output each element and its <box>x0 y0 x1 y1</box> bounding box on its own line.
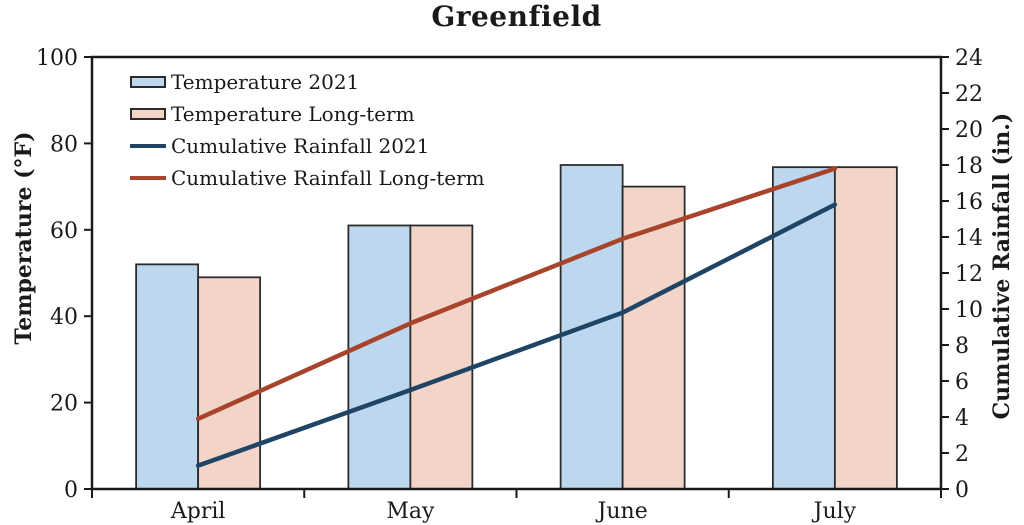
right-axis-tick-label: 12 <box>955 262 983 287</box>
legend-item-temperature-longterm: Temperature Long-term <box>130 98 485 130</box>
legend-label: Cumulative Rainfall 2021 <box>171 134 430 158</box>
right-axis-tick-label: 6 <box>955 370 969 395</box>
x-axis-label-july: July <box>812 499 857 524</box>
legend-item-temperature-2021: Temperature 2021 <box>130 66 485 98</box>
x-axis-label-june: June <box>596 499 648 524</box>
bar-temperature-long-term-july <box>833 166 898 490</box>
right-axis-tick-label: 4 <box>955 406 969 431</box>
chart-title: Greenfield <box>431 0 602 33</box>
left-axis-tick-label: 100 <box>36 46 78 71</box>
bar-temperature-2021-june <box>559 164 624 490</box>
legend-item-rainfall-2021: Cumulative Rainfall 2021 <box>130 130 485 162</box>
legend: Temperature 2021 Temperature Long-term C… <box>130 66 485 194</box>
right-axis-tick-label: 8 <box>955 334 969 359</box>
x-axis-label-may: May <box>386 499 435 524</box>
left-axis-tick-label: 60 <box>50 219 78 244</box>
legend-swatch-temperature-2021 <box>130 76 166 88</box>
legend-label: Temperature 2021 <box>171 70 360 94</box>
bar-temperature-2021-april <box>135 263 200 490</box>
right-axis-tick-label: 20 <box>955 118 983 143</box>
bar-temperature-long-term-june <box>621 185 686 490</box>
bar-temperature-long-term-april <box>197 276 262 490</box>
right-axis-title: Cumulative Rainfall (in.) <box>989 112 1015 420</box>
bar-temperature-2021-may <box>347 224 412 490</box>
right-axis-tick-label: 0 <box>955 478 969 503</box>
right-axis-tick-label: 14 <box>955 226 983 251</box>
line-cumulative-rainfall-2021 <box>195 202 838 468</box>
left-axis-tick-label: 20 <box>50 392 78 417</box>
left-axis-tick-label: 80 <box>50 132 78 157</box>
line-cumulative-rainfall-long-term <box>195 166 838 422</box>
left-axis-tick-label: 0 <box>64 478 78 503</box>
right-axis-tick-label: 2 <box>955 442 969 467</box>
legend-item-rainfall-longterm: Cumulative Rainfall Long-term <box>130 162 485 194</box>
legend-label: Cumulative Rainfall Long-term <box>171 166 485 190</box>
legend-swatch-temperature-longterm <box>130 108 166 120</box>
left-axis-title: Temperature (°F) <box>11 131 37 345</box>
legend-label: Temperature Long-term <box>171 102 415 126</box>
right-axis-tick-label: 24 <box>955 46 983 71</box>
x-axis-label-april: April <box>170 499 226 524</box>
right-axis-tick-label: 16 <box>955 190 983 215</box>
right-axis-tick-label: 10 <box>955 298 983 323</box>
legend-swatch-rainfall-longterm <box>130 175 166 181</box>
legend-swatch-rainfall-2021 <box>130 143 166 149</box>
left-axis-tick-label: 40 <box>50 305 78 330</box>
bar-temperature-long-term-may <box>409 224 474 490</box>
bar-temperature-2021-july <box>771 166 836 490</box>
right-axis-tick-label: 18 <box>955 154 983 179</box>
right-axis-tick-label: 22 <box>955 82 983 107</box>
